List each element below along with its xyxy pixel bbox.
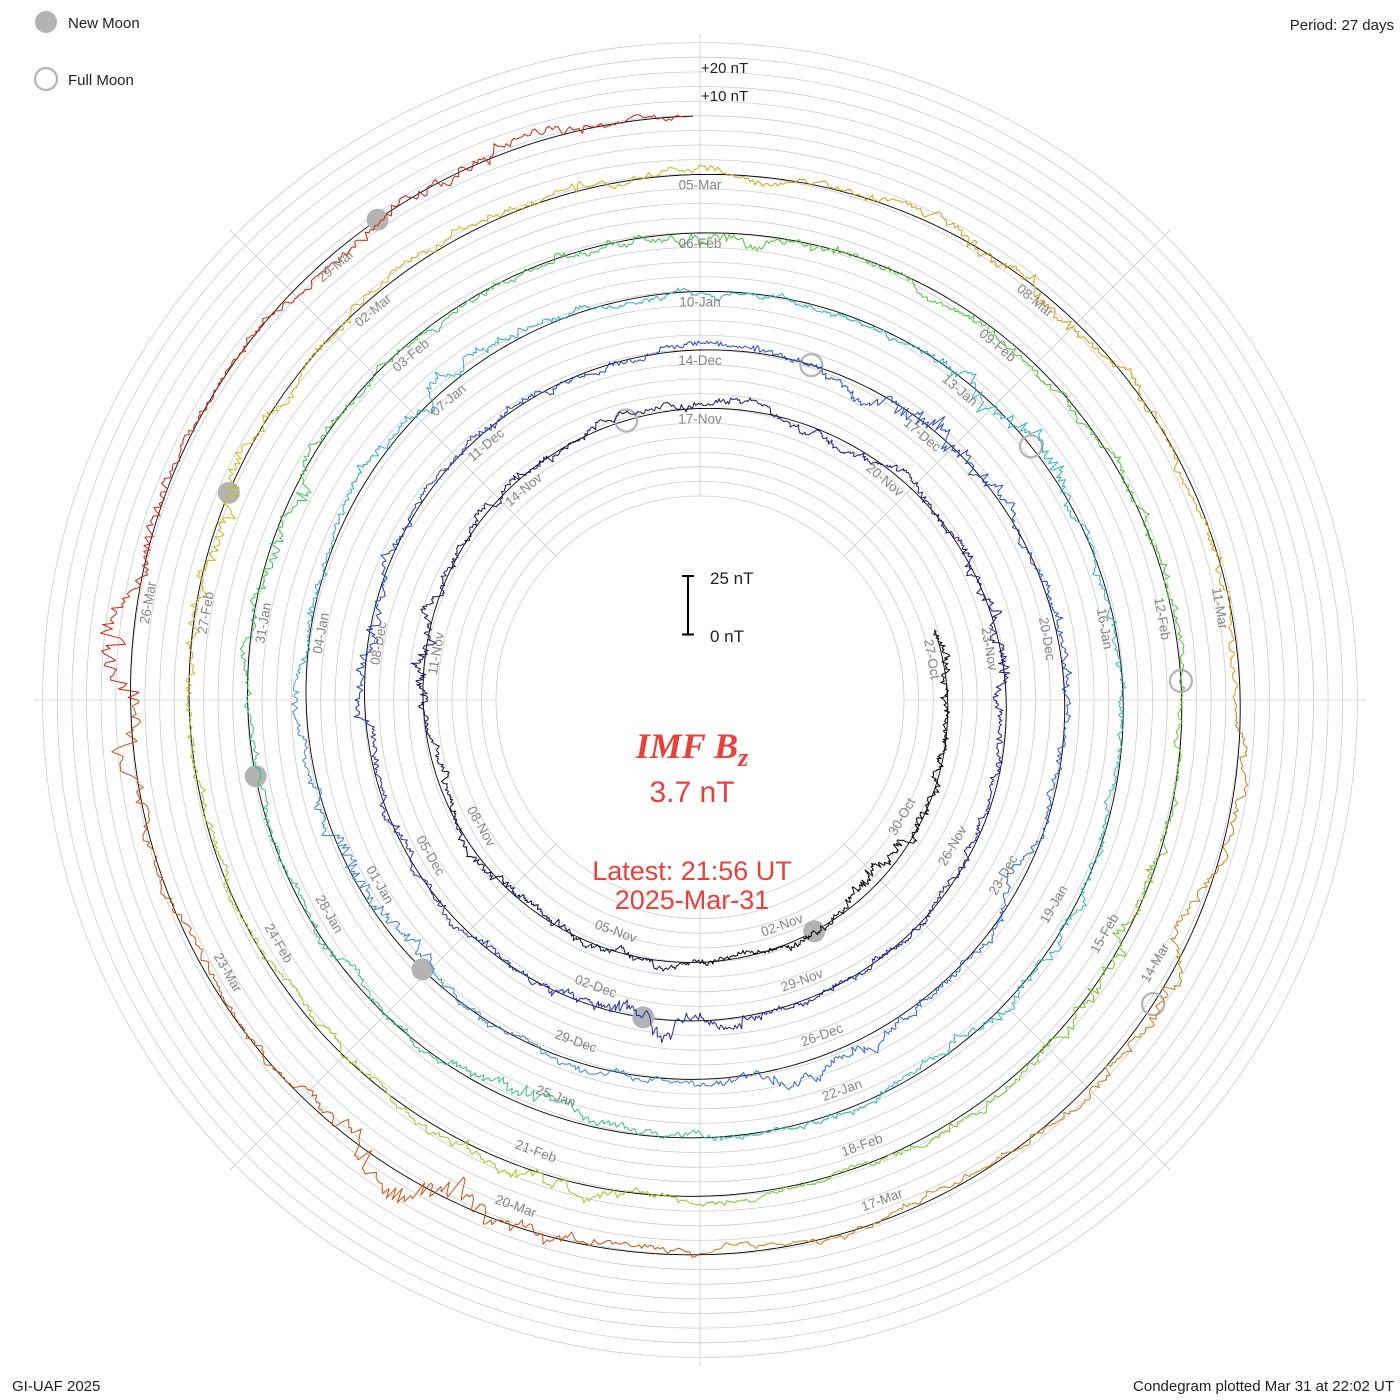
grid-circle	[495, 495, 905, 905]
period-label: Period: 27 days	[1290, 17, 1394, 34]
new-moon-icon	[35, 11, 57, 33]
grid-spoke	[228, 843, 557, 1172]
date-label: 20-Mar	[493, 1192, 539, 1221]
scale-top-label: 25 nT	[710, 569, 753, 588]
credit-label: GI-UAF 2025	[12, 1378, 100, 1395]
bz-trace-segment	[100, 114, 686, 701]
bz-trace-segment	[185, 164, 701, 701]
grid-spoke	[843, 843, 1172, 1172]
date-label: 06-Feb	[679, 236, 722, 251]
date-label: 20-Dec	[1036, 616, 1058, 662]
date-label: 21-Feb	[513, 1137, 558, 1166]
date-label: 27-Oct	[921, 638, 943, 681]
baseline-spiral	[130, 115, 1241, 1256]
plus20-nt-label: +20 nT	[701, 60, 748, 77]
full-moon-marker	[1140, 991, 1166, 1017]
date-label: 11-Mar	[1209, 586, 1231, 630]
full-moon-marker	[1018, 434, 1044, 459]
date-label: 04-Jan	[310, 611, 332, 654]
full-moon-icon	[33, 66, 59, 92]
bz-trace-segment	[699, 699, 1184, 1207]
date-label: 14-Mar	[1138, 940, 1173, 985]
grid-spoke	[843, 228, 1172, 557]
bz-trace-segment	[244, 700, 701, 1139]
date-label: 29-Nov	[779, 965, 825, 994]
date-label: 16-Jan	[1094, 607, 1116, 650]
date-label: 27-Feb	[195, 590, 217, 635]
bz-trace-segment	[354, 340, 701, 701]
bz-trace	[100, 114, 1249, 1258]
center-title: IMF Bz	[635, 726, 749, 772]
bz-trace-segment	[239, 233, 701, 701]
bz-trace-segment	[699, 699, 1125, 1142]
plus10-nt-label: +10 nT	[701, 88, 748, 105]
bz-trace-segment	[700, 699, 1249, 1255]
bz-trace-segment	[699, 164, 1238, 700]
new-moon-label: New Moon	[68, 15, 140, 32]
bz-trace-segment	[699, 292, 1126, 701]
date-label: 08-Nov	[464, 804, 499, 849]
bz-trace-segment	[111, 700, 701, 1258]
date-label: 26-Mar	[137, 580, 159, 625]
grid-spoke	[228, 228, 557, 557]
baseline-path	[130, 115, 1241, 1256]
bz-trace-segment	[292, 287, 701, 701]
date-label: 22-Jan	[820, 1076, 864, 1104]
scale-bottom-label: 0 nT	[710, 627, 744, 646]
date-label: 25-Jan	[534, 1082, 578, 1110]
date-label: 29-Dec	[553, 1027, 599, 1056]
new-moon-marker	[366, 208, 389, 231]
bz-trace-segment	[699, 699, 1004, 1031]
date-label: 17-Nov	[678, 412, 722, 427]
latest-time: Latest: 21:56 UT	[592, 856, 792, 886]
date-label: 23-Dec	[986, 852, 1021, 897]
plotted-label: Condegram plotted Mar 31 at 22:02 UT	[1133, 1378, 1394, 1395]
date-label: 23-Mar	[211, 950, 246, 995]
bz-trace-segment	[699, 699, 950, 966]
date-label: 12-Feb	[1151, 596, 1173, 641]
date-label: 05-Dec	[413, 833, 448, 878]
bz-trace-segment	[410, 402, 701, 701]
bz-trace-segment	[699, 340, 1073, 701]
date-label: 10-Jan	[679, 295, 720, 310]
bz-trace-segment	[699, 397, 1011, 701]
bz-trace-segment	[699, 699, 1072, 1090]
date-label: 24-Feb	[262, 921, 296, 966]
date-label: 11-Nov	[425, 631, 447, 676]
date-label: 18-Feb	[839, 1131, 884, 1160]
new-moon-marker	[411, 958, 434, 981]
date-label: 23-Nov	[978, 626, 1000, 672]
bz-trace-segment	[185, 700, 701, 1206]
full-moon-marker	[1168, 668, 1194, 694]
new-moon-marker	[632, 1006, 655, 1029]
date-label: 05-Nov	[593, 917, 639, 946]
center-value: 3.7 nT	[649, 776, 734, 809]
date-label: 05-Mar	[679, 178, 722, 193]
bz-trace-segment	[291, 699, 701, 1087]
date-label: 31-Jan	[252, 601, 274, 644]
date-label: 26-Dec	[799, 1020, 845, 1049]
latest-date: 2025-Mar-31	[615, 885, 770, 915]
polar-grid	[34, 34, 1366, 1366]
date-label: 08-Dec	[367, 620, 389, 666]
bz-trace-segment	[353, 699, 701, 1043]
date-label: 30-Oct	[885, 795, 918, 838]
full-moon-marker	[799, 353, 824, 378]
date-label: 19-Jan	[1037, 883, 1071, 926]
date-label: 02-Dec	[573, 972, 619, 1001]
full-moon-label: Full Moon	[68, 72, 134, 89]
new-moon-marker	[244, 765, 267, 788]
date-label: 14-Dec	[678, 353, 722, 368]
scale-bar	[682, 575, 694, 636]
bz-trace-segment	[418, 699, 701, 972]
bz-trace-segment	[699, 233, 1186, 701]
bz-trace-segment	[933, 629, 951, 701]
